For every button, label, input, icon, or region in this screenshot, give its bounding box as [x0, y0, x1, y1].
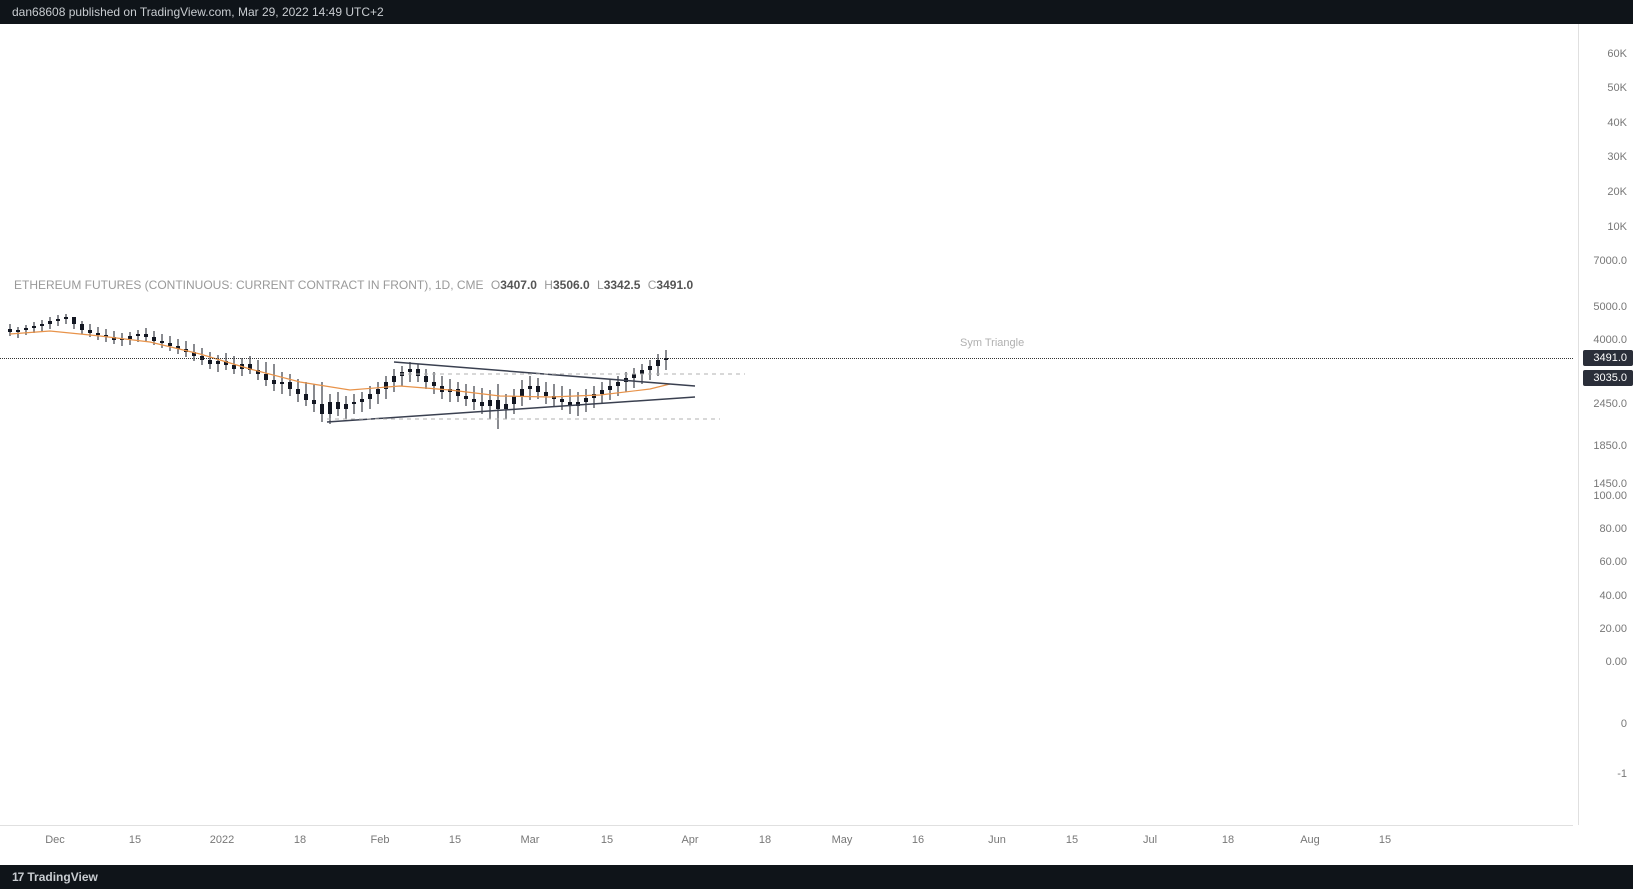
time-tick: Jun	[988, 834, 1006, 846]
time-tick: Apr	[681, 834, 698, 846]
time-tick: Mar	[521, 834, 540, 846]
time-tick: Aug	[1300, 834, 1320, 846]
header-text: dan68608 published on TradingView.com, M…	[12, 5, 384, 19]
ohlc-h: 3506.0	[553, 278, 590, 292]
price-marker: 3491.0	[1583, 350, 1633, 366]
price-tick: 0	[1621, 718, 1627, 730]
footer-brand: TradingView	[27, 865, 97, 889]
time-tick: 2022	[210, 834, 234, 846]
time-axis[interactable]: Dec 15 2022 18 Feb 15 Mar 15 Apr 18 May 16 Jun 15 Jul 1…	[0, 825, 1573, 865]
symbol-info: ETHEREUM FUTURES (CONTINUOUS: CURRENT CO…	[14, 278, 693, 292]
symbol-name: ETHEREUM FUTURES (CONTINUOUS: CURRENT CO…	[14, 278, 484, 292]
price-tick: 2450.0	[1593, 398, 1627, 410]
price-tick: 40K	[1607, 117, 1627, 129]
tradingview-icon: 17	[12, 865, 23, 889]
price-axis[interactable]: 60K 50K 40K 30K 20K 10K 7000.0 5000.0 4000.0 2450…	[1578, 24, 1633, 825]
time-tick: Feb	[371, 834, 390, 846]
ohlc-l-label: L	[597, 278, 604, 292]
price-tick: 0.00	[1606, 656, 1627, 668]
time-tick: 18	[1222, 834, 1234, 846]
time-tick: 15	[449, 834, 461, 846]
ohlc-h-label: H	[544, 278, 553, 292]
price-tick: 5000.0	[1593, 301, 1627, 313]
price-tick: 60.00	[1599, 556, 1627, 568]
price-tick: 50K	[1607, 82, 1627, 94]
time-tick: Dec	[45, 834, 65, 846]
price-tick: -1	[1617, 768, 1627, 780]
price-tick: 80.00	[1599, 523, 1627, 535]
sym-triangle-label: Sym Triangle	[960, 337, 1024, 349]
time-tick: 18	[294, 834, 306, 846]
footer-bar: 17 TradingView	[0, 865, 1633, 889]
price-tick: 20K	[1607, 186, 1627, 198]
price-tick: 100.00	[1593, 490, 1627, 502]
ohlc-o: 3407.0	[500, 278, 537, 292]
price-marker: 3035.0	[1583, 370, 1633, 386]
time-tick: 15	[1379, 834, 1391, 846]
time-tick: 16	[912, 834, 924, 846]
time-tick: 15	[601, 834, 613, 846]
price-tick: 4000.0	[1593, 334, 1627, 346]
time-tick: May	[832, 834, 853, 846]
time-tick: Jul	[1143, 834, 1157, 846]
chart-svg	[0, 24, 1578, 825]
price-tick: 60K	[1607, 48, 1627, 60]
price-tick: 30K	[1607, 151, 1627, 163]
price-tick: 7000.0	[1593, 255, 1627, 267]
ohlc-o-label: O	[491, 278, 500, 292]
price-tick: 20.00	[1599, 623, 1627, 635]
price-tick: 1450.0	[1593, 478, 1627, 490]
price-tick: 10K	[1607, 221, 1627, 233]
price-tick: 40.00	[1599, 590, 1627, 602]
time-tick: 15	[1066, 834, 1078, 846]
price-tick: 1850.0	[1593, 440, 1627, 452]
header-bar: dan68608 published on TradingView.com, M…	[0, 0, 1633, 24]
chart-area[interactable]: ETHEREUM FUTURES (CONTINUOUS: CURRENT CO…	[0, 24, 1633, 865]
current-price-line	[0, 358, 1573, 359]
chart-container: ETHEREUM FUTURES (CONTINUOUS: CURRENT CO…	[0, 24, 1633, 865]
ohlc-l: 3342.5	[604, 278, 641, 292]
ohlc-c: 3491.0	[656, 278, 693, 292]
time-tick: 18	[759, 834, 771, 846]
time-tick: 15	[129, 834, 141, 846]
